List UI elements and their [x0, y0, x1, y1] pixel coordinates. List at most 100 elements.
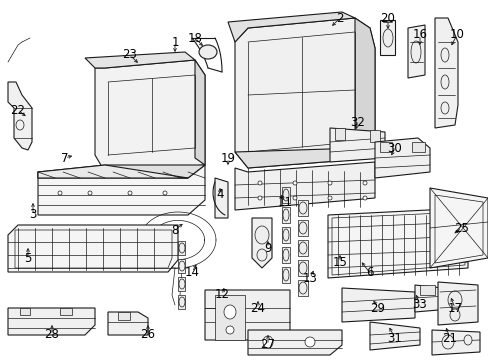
Polygon shape — [341, 288, 414, 322]
Polygon shape — [297, 240, 307, 256]
Polygon shape — [282, 267, 289, 283]
Text: 7: 7 — [61, 152, 69, 165]
Text: 33: 33 — [412, 298, 427, 311]
Polygon shape — [379, 142, 391, 152]
Text: 11: 11 — [277, 195, 292, 208]
Ellipse shape — [440, 102, 448, 114]
Polygon shape — [374, 138, 429, 178]
Ellipse shape — [283, 209, 288, 221]
Polygon shape — [38, 165, 187, 178]
Ellipse shape — [382, 29, 392, 47]
Polygon shape — [178, 295, 184, 309]
Text: 14: 14 — [184, 266, 199, 279]
Polygon shape — [334, 128, 345, 140]
Polygon shape — [411, 142, 424, 152]
Ellipse shape — [224, 305, 236, 319]
Ellipse shape — [258, 196, 262, 200]
Text: 13: 13 — [302, 271, 317, 284]
Ellipse shape — [449, 309, 459, 321]
Text: 29: 29 — [370, 302, 385, 315]
Polygon shape — [227, 12, 354, 42]
Text: 8: 8 — [171, 224, 178, 237]
Polygon shape — [178, 277, 184, 291]
Text: 20: 20 — [380, 12, 395, 24]
Text: 3: 3 — [29, 208, 37, 221]
Ellipse shape — [283, 269, 288, 281]
Ellipse shape — [362, 181, 366, 185]
Polygon shape — [329, 128, 384, 162]
Polygon shape — [407, 25, 424, 78]
Polygon shape — [247, 330, 341, 355]
Polygon shape — [429, 188, 487, 268]
Polygon shape — [8, 308, 95, 335]
Polygon shape — [195, 60, 204, 165]
Polygon shape — [379, 20, 394, 55]
Text: 26: 26 — [140, 328, 155, 342]
Polygon shape — [235, 148, 374, 168]
Polygon shape — [251, 218, 271, 268]
Ellipse shape — [298, 222, 306, 234]
Ellipse shape — [163, 191, 167, 195]
Ellipse shape — [298, 282, 306, 294]
Ellipse shape — [440, 75, 448, 89]
Polygon shape — [431, 330, 479, 355]
Text: 9: 9 — [264, 242, 271, 255]
Text: 22: 22 — [10, 104, 25, 117]
Text: 1: 1 — [171, 36, 179, 49]
Ellipse shape — [199, 45, 217, 59]
Text: 2: 2 — [336, 12, 343, 24]
Text: 4: 4 — [216, 189, 224, 202]
Polygon shape — [327, 208, 467, 278]
Ellipse shape — [16, 120, 24, 130]
Ellipse shape — [179, 261, 184, 271]
Polygon shape — [297, 200, 307, 216]
Ellipse shape — [362, 196, 366, 200]
Polygon shape — [108, 312, 148, 335]
Ellipse shape — [254, 226, 268, 244]
Polygon shape — [434, 18, 457, 128]
Polygon shape — [118, 312, 130, 320]
Ellipse shape — [447, 291, 461, 309]
Polygon shape — [85, 52, 195, 68]
Polygon shape — [215, 178, 227, 218]
Ellipse shape — [298, 202, 306, 214]
Polygon shape — [20, 308, 30, 315]
Polygon shape — [60, 308, 72, 315]
Ellipse shape — [179, 243, 184, 253]
Polygon shape — [178, 241, 184, 255]
Ellipse shape — [440, 48, 448, 62]
Polygon shape — [354, 18, 374, 158]
Polygon shape — [297, 260, 307, 276]
Text: 6: 6 — [366, 266, 373, 279]
Polygon shape — [235, 18, 374, 168]
Ellipse shape — [327, 196, 331, 200]
Ellipse shape — [410, 41, 420, 63]
Polygon shape — [8, 225, 178, 272]
Text: 24: 24 — [250, 302, 265, 315]
Polygon shape — [282, 227, 289, 243]
Text: 28: 28 — [44, 328, 60, 342]
Text: 17: 17 — [447, 302, 462, 315]
Polygon shape — [235, 162, 374, 210]
Polygon shape — [178, 259, 184, 273]
Ellipse shape — [225, 326, 234, 334]
Ellipse shape — [258, 181, 262, 185]
Text: 5: 5 — [24, 252, 32, 265]
Polygon shape — [95, 60, 204, 172]
Polygon shape — [414, 285, 461, 312]
Ellipse shape — [298, 242, 306, 254]
Ellipse shape — [179, 297, 184, 307]
Ellipse shape — [298, 262, 306, 274]
Ellipse shape — [305, 337, 314, 347]
Polygon shape — [282, 207, 289, 223]
Polygon shape — [419, 285, 434, 295]
Text: 10: 10 — [448, 28, 464, 41]
Text: 25: 25 — [454, 221, 468, 234]
Polygon shape — [437, 282, 477, 325]
Text: 18: 18 — [187, 31, 202, 45]
Text: 23: 23 — [122, 49, 137, 62]
Polygon shape — [369, 322, 419, 350]
Polygon shape — [38, 165, 204, 215]
Ellipse shape — [283, 229, 288, 241]
Text: 27: 27 — [260, 338, 275, 351]
